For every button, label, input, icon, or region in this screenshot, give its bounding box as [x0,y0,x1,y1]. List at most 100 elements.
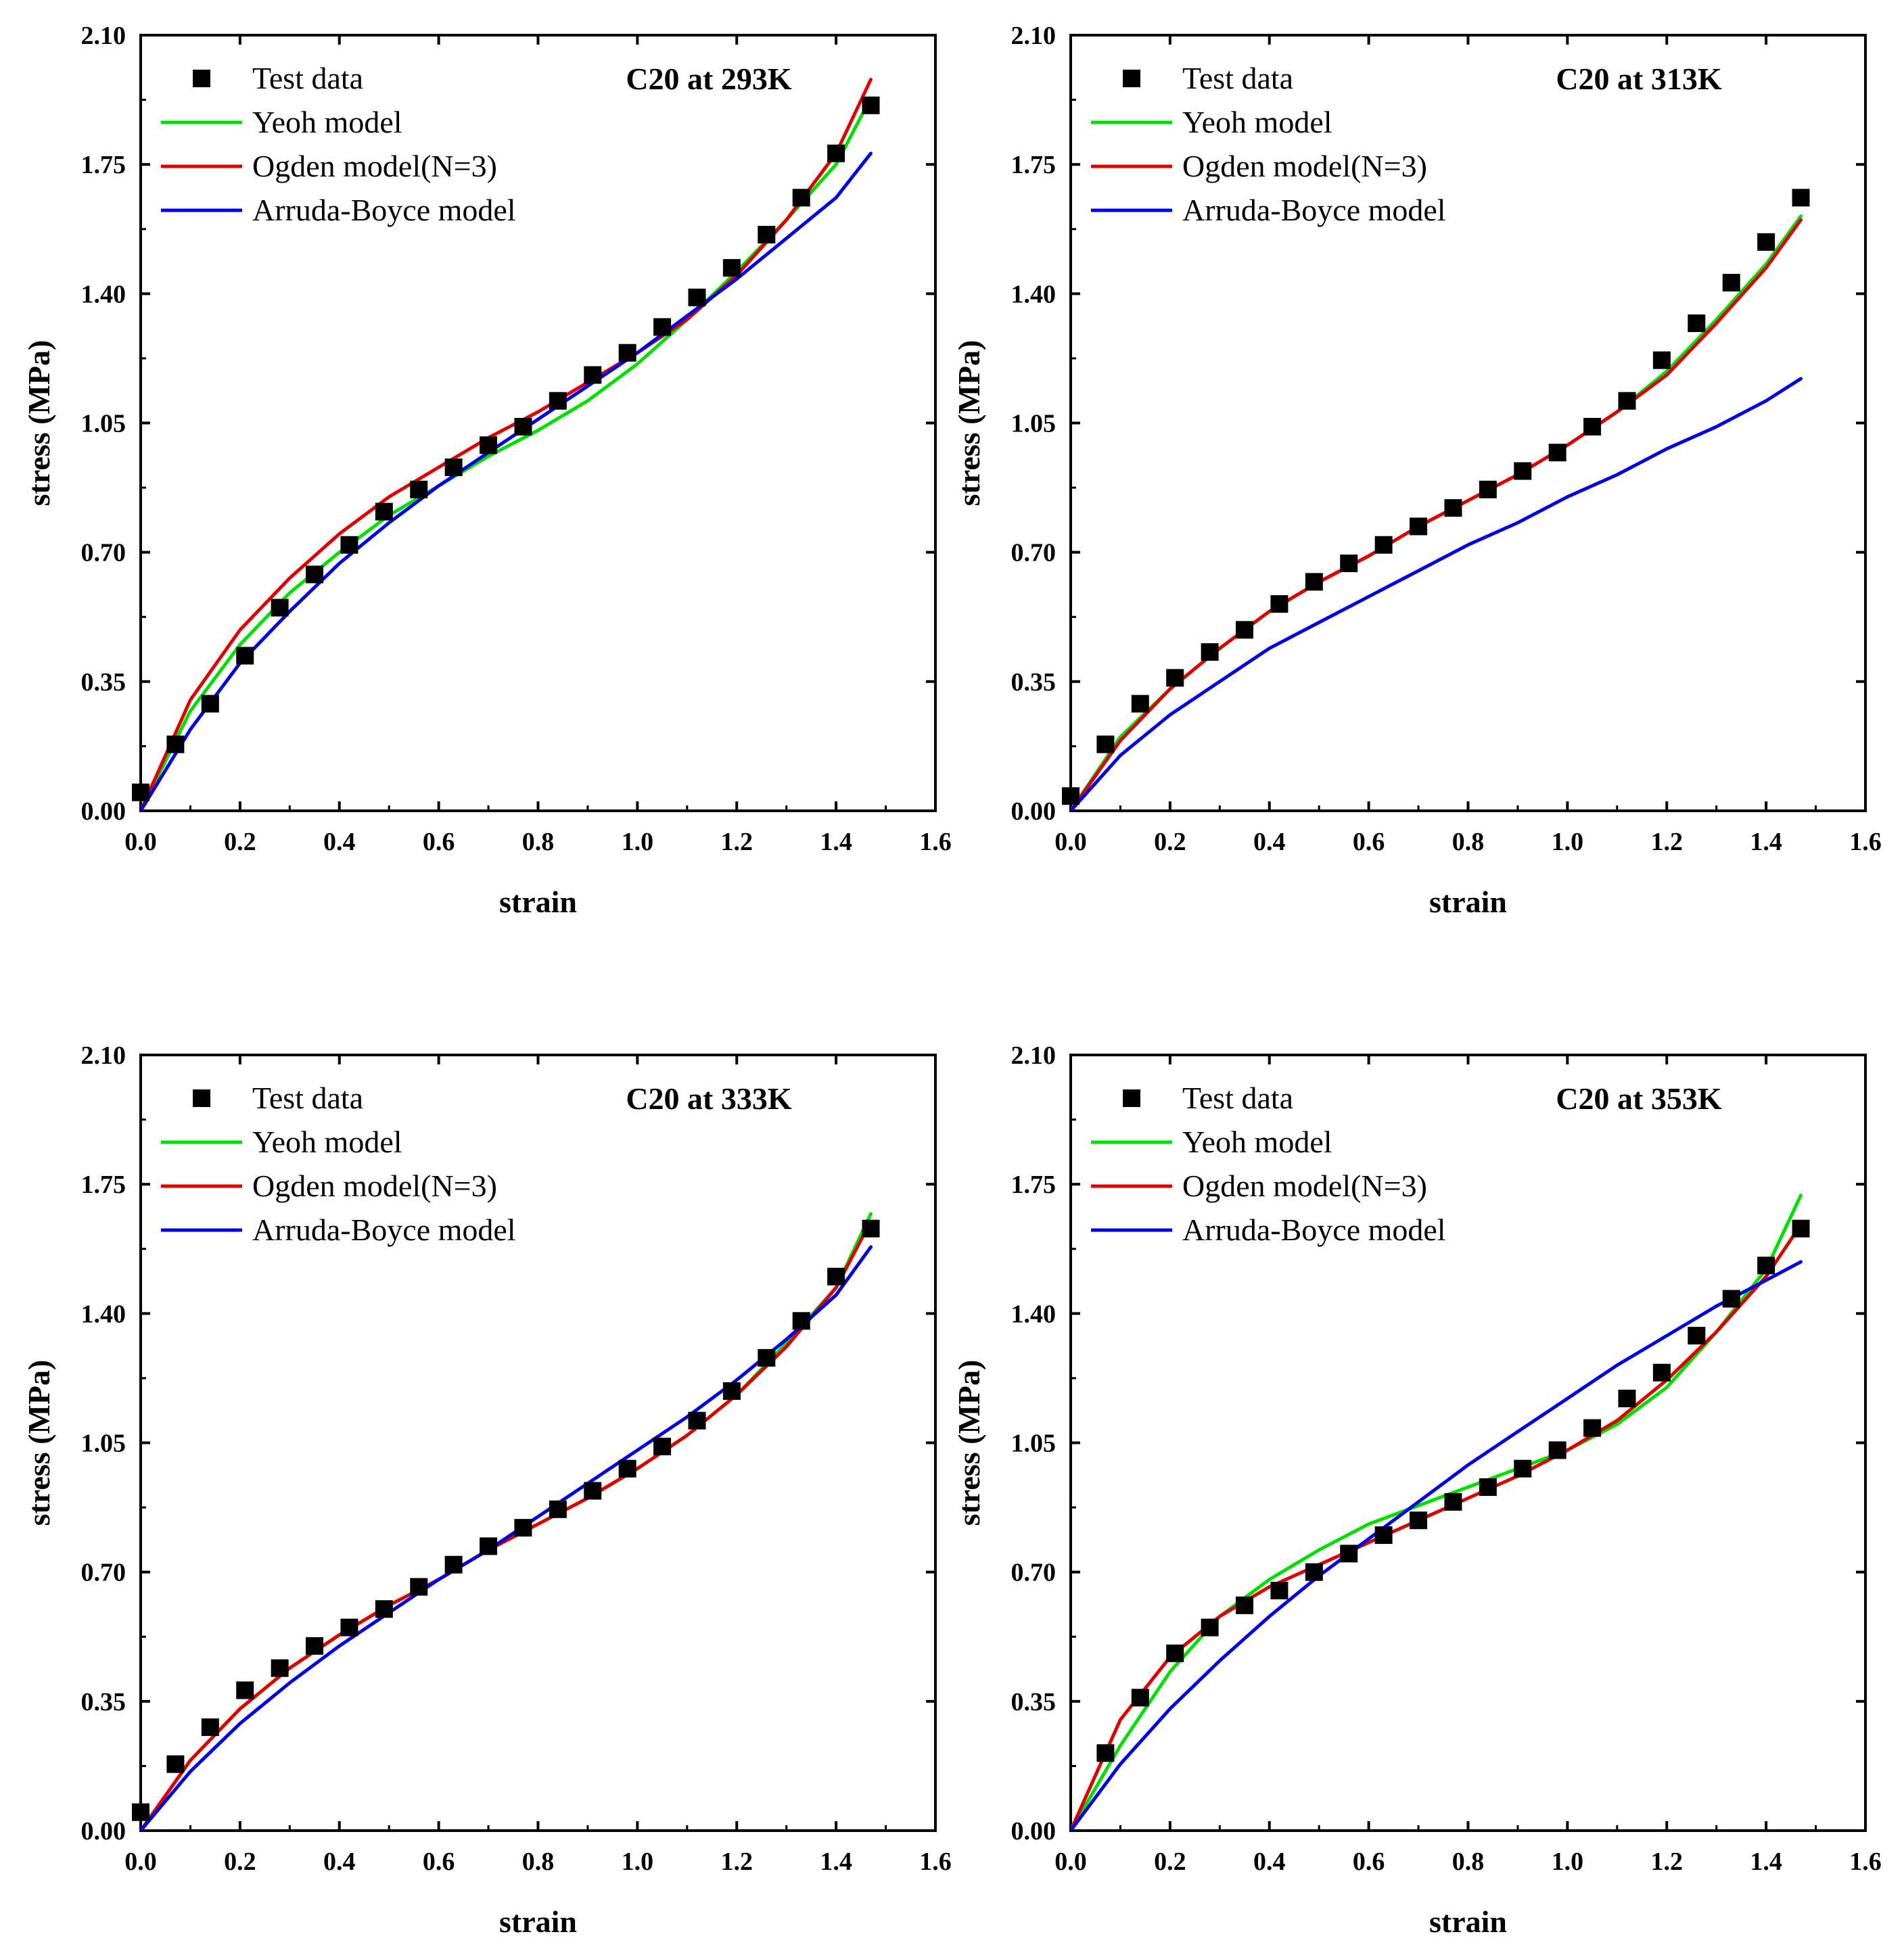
y-tick-label: 1.40 [81,1300,126,1328]
x-axis-title: strain [1429,1904,1507,1939]
panel-title: C20 at 313K [1556,62,1722,96]
test-data-point [1096,735,1115,753]
test-data-point [792,1312,810,1330]
x-tick-label: 0.6 [1353,1848,1385,1876]
series-line-ogden-model-n-3- [141,78,873,811]
x-tick-label: 1.2 [1651,1848,1684,1876]
y-tick-label: 0.70 [81,539,126,567]
y-axis-title: stress (MPa) [952,340,986,507]
y-tick-label: 1.40 [1011,1300,1057,1328]
test-data-point [340,1618,358,1637]
test-data-point [1514,1459,1532,1478]
y-tick-label: 1.05 [81,410,126,438]
x-tick-label: 0.0 [1054,828,1087,856]
y-tick-label: 1.05 [81,1430,126,1458]
y-tick-label: 0.35 [1011,1688,1057,1716]
panel-title: C20 at 293K [626,62,792,96]
x-tick-label: 1.4 [820,828,852,856]
test-data-point [1479,480,1497,498]
x-tick-label: 0.0 [1054,1848,1087,1876]
x-tick-label: 0.4 [1253,1848,1286,1876]
series-line-arruda-boyce-model [141,151,873,811]
test-data-point [722,1382,741,1401]
y-tick-label: 1.75 [81,151,126,179]
test-data-point [271,598,289,617]
test-data-point [584,1482,602,1500]
x-tick-label: 1.6 [1849,828,1882,856]
x-tick-label: 0.8 [1452,828,1485,856]
test-data-point [653,1437,672,1455]
y-tick-label: 0.70 [1011,1559,1057,1587]
test-data-point [1131,1689,1149,1707]
legend-label: Arruda-Boyce model [252,1213,516,1247]
y-tick-label: 1.75 [1011,1171,1057,1199]
test-data-point [201,1718,219,1737]
test-data-point [758,225,776,243]
x-tick-label: 0.6 [423,828,455,856]
x-tick-label: 0.2 [224,828,256,856]
plot-area [1071,1194,1803,1831]
test-data-point [1444,499,1462,517]
plot-area [1071,214,1803,811]
x-tick-label: 0.6 [423,1848,455,1876]
x-tick-label: 0.2 [224,1848,256,1876]
test-data-point [1688,314,1706,333]
test-data-point [410,1578,428,1596]
test-data-point [1618,392,1636,410]
test-data-point [549,1500,567,1518]
legend-label: Test data [1182,1081,1293,1115]
test-data-point [306,565,324,584]
y-tick-label: 0.70 [1011,539,1057,567]
test-data-point [1410,1511,1428,1530]
test-data-point [1305,1563,1323,1581]
legend-label: Yeoh model [252,1125,402,1159]
legend-label: Arruda-Boyce model [1182,193,1446,227]
y-tick-label: 0.35 [81,668,126,697]
x-tick-label: 1.4 [1750,828,1782,856]
series-line-arruda-boyce-model [1071,1260,1803,1831]
y-axis-title: stress (MPa) [22,340,56,507]
series-line-ogden-model-n-3- [1071,1223,1803,1831]
test-data-point [1201,1618,1219,1637]
legend-marker-test-data [1123,70,1140,87]
test-data-point [1270,1581,1288,1599]
x-tick-label: 1.0 [1552,1848,1584,1876]
x-tick-label: 0.4 [323,828,356,856]
legend-label: Ogden model(N=3) [252,149,497,183]
y-tick-label: 0.35 [1011,668,1057,697]
test-data-point [1583,1419,1602,1437]
test-data-point [1757,1256,1775,1275]
x-tick-label: 1.0 [622,1848,654,1876]
x-tick-label: 0.0 [124,828,157,856]
test-data-point [1583,417,1602,436]
x-tick-label: 1.0 [1552,828,1584,856]
test-data-point [1374,536,1393,554]
test-data-point [1410,517,1428,536]
y-tick-label: 0.00 [81,797,126,826]
test-data-point [1652,351,1671,369]
legend-label: Ogden model(N=3) [1182,149,1427,183]
legend-label: Test data [252,61,363,95]
test-data-point [480,1537,498,1555]
x-tick-label: 1.2 [721,1848,753,1876]
y-tick-label: 1.05 [1011,1430,1057,1458]
x-tick-label: 1.6 [919,828,952,856]
test-data-point [827,144,845,162]
test-data-point [1514,462,1532,480]
y-tick-label: 0.00 [1011,797,1057,826]
legend-label: Arruda-Boyce model [252,193,516,227]
test-data-point [862,1219,880,1238]
x-axis-title: strain [1429,885,1507,919]
panel-title: C20 at 353K [1556,1081,1722,1116]
y-tick-label: 0.70 [81,1559,126,1587]
chart-panel: 0.0 0.2 0.4 0.6 0.8 1.0 1.2 1.4 1.6 0.00 0.35 0.70 1… [952,1041,1882,1939]
legend-label: Test data [252,1081,363,1115]
test-data-point [1166,1644,1184,1662]
test-data-point [1688,1327,1706,1345]
series-line-ogden-model-n-3- [141,1219,873,1831]
x-tick-label: 1.6 [1849,1848,1882,1876]
test-data-point [480,436,498,454]
test-data-point [1374,1526,1393,1545]
test-data-point [1131,695,1149,713]
